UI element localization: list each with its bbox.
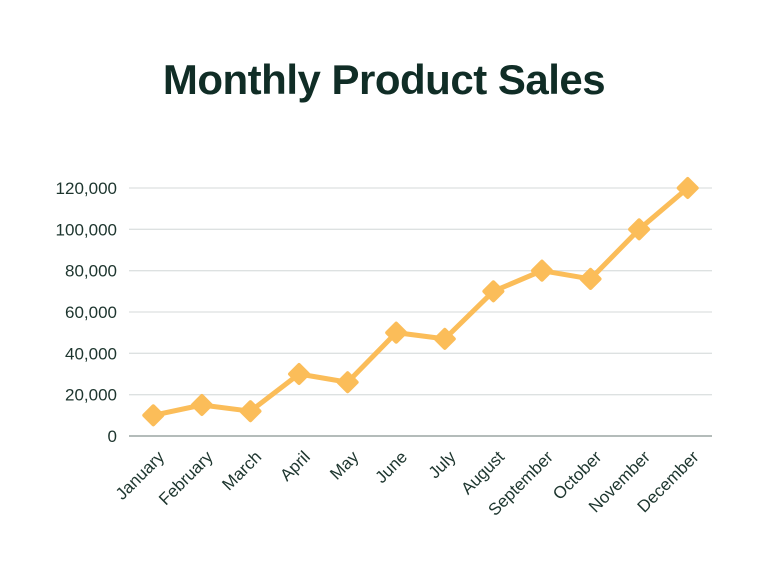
y-tick-label: 120,000: [56, 179, 117, 198]
y-tick-label: 40,000: [65, 344, 117, 363]
y-tick-label: 60,000: [65, 303, 117, 322]
x-tick-label: June: [372, 447, 412, 487]
x-tick-label: April: [276, 447, 313, 484]
x-tick-label: May: [326, 447, 362, 483]
x-tick-label: February: [155, 447, 217, 509]
data-point-marker: [239, 400, 262, 423]
data-point-marker: [288, 363, 311, 385]
data-point-marker: [142, 404, 165, 427]
data-point-marker: [336, 371, 359, 394]
x-tick-label: March: [218, 447, 265, 494]
y-tick-label: 20,000: [65, 386, 117, 405]
data-point-marker: [579, 267, 602, 290]
sales-line: [150, 185, 691, 418]
data-point-marker: [190, 394, 213, 416]
data-point-marker: [385, 321, 408, 344]
x-tick-label: July: [425, 447, 460, 482]
data-point-marker: [482, 280, 505, 303]
data-point-marker: [628, 218, 651, 241]
y-tick-label: 80,000: [65, 262, 117, 281]
data-point-marker: [433, 327, 456, 350]
data-point-marker: [676, 177, 699, 199]
y-tick-label: 100,000: [56, 220, 117, 239]
y-tick-label: 0: [108, 427, 117, 446]
data-point-marker: [530, 259, 553, 282]
chart-title: Monthly Product Sales: [162, 56, 606, 103]
